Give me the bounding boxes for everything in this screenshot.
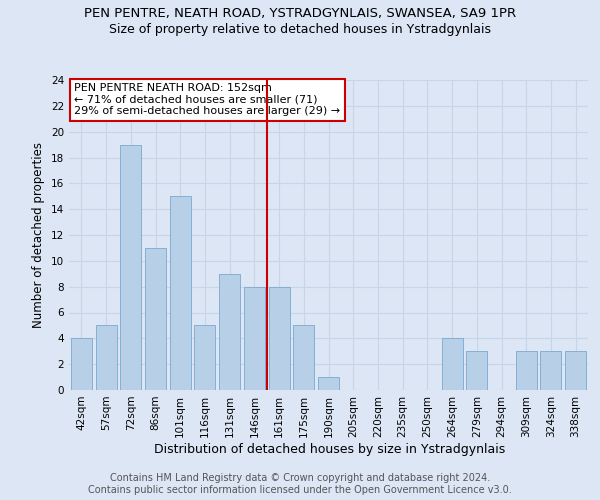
Bar xyxy=(145,248,166,390)
Bar xyxy=(219,274,240,390)
Text: Size of property relative to detached houses in Ystradgynlais: Size of property relative to detached ho… xyxy=(109,22,491,36)
Bar xyxy=(318,377,339,390)
Bar xyxy=(442,338,463,390)
Bar xyxy=(269,286,290,390)
Bar xyxy=(466,351,487,390)
Text: Contains HM Land Registry data © Crown copyright and database right 2024.
Contai: Contains HM Land Registry data © Crown c… xyxy=(88,474,512,495)
Bar xyxy=(71,338,92,390)
Text: Distribution of detached houses by size in Ystradgynlais: Distribution of detached houses by size … xyxy=(154,442,506,456)
Text: PEN PENTRE NEATH ROAD: 152sqm
← 71% of detached houses are smaller (71)
29% of s: PEN PENTRE NEATH ROAD: 152sqm ← 71% of d… xyxy=(74,83,340,116)
Bar xyxy=(120,144,141,390)
Bar xyxy=(194,326,215,390)
Text: PEN PENTRE, NEATH ROAD, YSTRADGYNLAIS, SWANSEA, SA9 1PR: PEN PENTRE, NEATH ROAD, YSTRADGYNLAIS, S… xyxy=(84,8,516,20)
Bar xyxy=(541,351,562,390)
Bar xyxy=(516,351,537,390)
Bar xyxy=(170,196,191,390)
Bar xyxy=(244,286,265,390)
Bar xyxy=(565,351,586,390)
Bar xyxy=(293,326,314,390)
Bar xyxy=(95,326,116,390)
Y-axis label: Number of detached properties: Number of detached properties xyxy=(32,142,46,328)
